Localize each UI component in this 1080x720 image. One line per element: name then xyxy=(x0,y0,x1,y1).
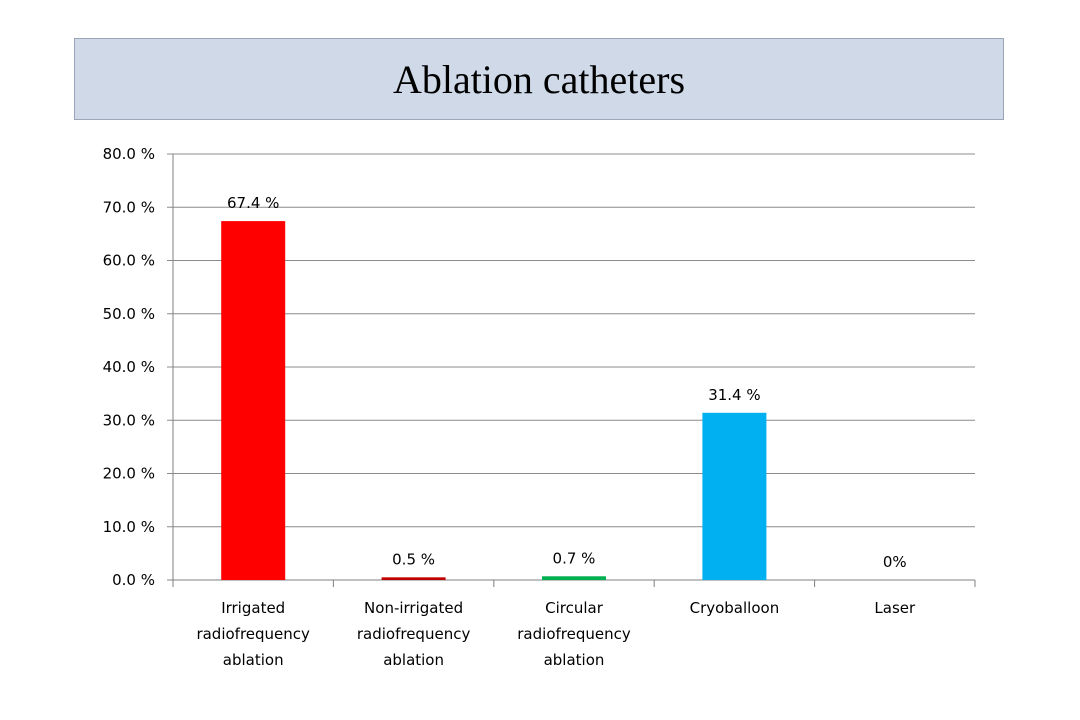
category-label-line: Laser xyxy=(874,599,916,617)
bar xyxy=(381,577,446,580)
category-label: Laser xyxy=(874,599,916,617)
title-banner: Ablation catheters xyxy=(74,38,1004,120)
chart-title: Ablation catheters xyxy=(392,56,686,102)
data-label: 0.7 % xyxy=(553,549,596,567)
data-label: 67.4 % xyxy=(227,194,279,212)
bar xyxy=(702,412,767,580)
y-tick-label: 40.0 % xyxy=(103,358,155,376)
category-label: Cryoballoon xyxy=(690,599,780,617)
y-tick-label: 10.0 % xyxy=(103,518,155,536)
category-label-line: ablation xyxy=(544,651,605,669)
category-label-line: ablation xyxy=(383,651,444,669)
y-tick-label: 60.0 % xyxy=(103,252,155,270)
category-label: Irrigated radiofrequency ablation xyxy=(196,599,310,669)
y-tick-label: 80.0 % xyxy=(103,145,155,163)
category-label-line: Circular xyxy=(545,599,604,617)
data-label: 0.5 % xyxy=(392,550,435,568)
category-label-line: ablation xyxy=(223,651,284,669)
category-label-line: radiofrequency xyxy=(196,625,310,643)
y-tick-label: 0.0 % xyxy=(112,571,155,589)
category-label-line: Non-irrigated xyxy=(364,599,463,617)
category-label-line: radiofrequency xyxy=(357,625,471,643)
category-label: Circular radiofrequency ablation xyxy=(517,599,631,669)
category-label-line: radiofrequency xyxy=(517,625,631,643)
category-label-line: Cryoballoon xyxy=(690,599,780,617)
y-tick-label: 20.0 % xyxy=(103,465,155,483)
y-tick-label: 30.0 % xyxy=(103,411,155,429)
bar xyxy=(542,576,606,580)
bar xyxy=(221,221,286,580)
y-tick-label: 70.0 % xyxy=(103,198,155,216)
data-label: 0% xyxy=(883,553,907,571)
category-label-line: Irrigated xyxy=(221,599,285,617)
category-label: Non-irrigated radiofrequency ablation xyxy=(357,599,471,669)
data-label: 31.4 % xyxy=(708,386,760,404)
y-tick-label: 50.0 % xyxy=(103,305,155,323)
